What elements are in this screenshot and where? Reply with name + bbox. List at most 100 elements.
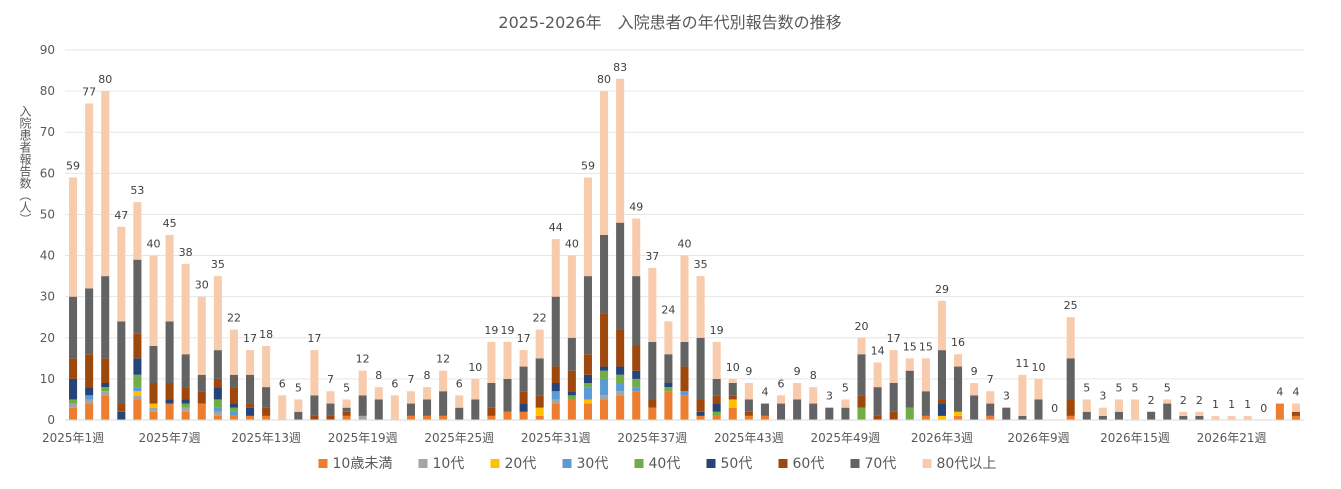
data-label: 0 <box>1051 402 1058 415</box>
bar-segment <box>262 415 271 420</box>
bar-segment <box>632 276 641 346</box>
bar-segment <box>1179 415 1188 420</box>
bar-segment <box>487 383 496 408</box>
bar-segment <box>69 407 78 420</box>
bar-segment <box>246 350 255 375</box>
bar-segment <box>197 403 206 420</box>
data-label: 53 <box>130 184 144 197</box>
bar-segment <box>744 399 753 412</box>
y-tick-label: 50 <box>40 207 55 221</box>
bar-segment <box>213 407 222 412</box>
bar-segment <box>294 399 303 412</box>
bar-segment <box>728 399 737 408</box>
bar-segment <box>551 403 560 420</box>
bar-segment <box>600 235 609 314</box>
data-label: 45 <box>163 217 177 230</box>
legend-label: 80代以上 <box>937 456 997 472</box>
bar-segment <box>616 383 625 392</box>
bar-segment <box>213 387 222 400</box>
bar-segment <box>937 350 946 400</box>
bar-segment <box>986 403 995 416</box>
data-label: 17 <box>243 332 257 345</box>
bar-segment <box>406 415 415 420</box>
bar-segment <box>760 415 769 420</box>
bar-segment <box>294 411 303 420</box>
bar-segment <box>213 411 222 416</box>
bar-segment <box>583 387 592 400</box>
bar-segment <box>1163 399 1172 404</box>
bar-segment <box>648 341 657 400</box>
bar-segment <box>390 395 399 420</box>
bar-segment <box>374 387 383 400</box>
bar-segment <box>310 350 319 396</box>
y-tick-label: 80 <box>40 84 55 98</box>
bar-segment <box>857 337 866 355</box>
bar-segment <box>696 399 705 412</box>
data-label: 9 <box>971 365 978 378</box>
y-tick-label: 60 <box>40 166 55 180</box>
x-tick-label: 2025年19週 <box>328 431 398 445</box>
data-label: 15 <box>919 340 933 353</box>
bar-segment <box>583 383 592 388</box>
data-label: 1 <box>1244 398 1251 411</box>
bar-segment <box>101 387 110 392</box>
bar-segment <box>632 370 641 379</box>
bar-segment <box>229 415 238 420</box>
bar-segment <box>954 415 963 420</box>
bar-segment <box>342 399 351 408</box>
bar-segment <box>1066 358 1075 400</box>
bar-segment <box>101 91 110 277</box>
data-label: 17 <box>517 332 531 345</box>
data-label: 37 <box>645 250 659 263</box>
x-tick-label: 2026年3週 <box>911 431 973 445</box>
bar-segment <box>487 415 496 420</box>
x-tick-label: 2025年49週 <box>811 431 881 445</box>
bar-segment <box>519 391 528 404</box>
bar-segment <box>101 276 110 359</box>
bar-segment <box>567 337 576 371</box>
chart-title: 2025-2026年 入院患者の年代別報告数の推移 <box>498 13 841 32</box>
bar-segment <box>1114 411 1123 420</box>
bar-segment <box>696 411 705 416</box>
data-label: 0 <box>1260 402 1267 415</box>
bar-segment <box>535 407 544 416</box>
bar-segment <box>101 391 110 396</box>
bar-segment <box>197 296 206 375</box>
bars <box>69 78 1300 420</box>
bar-segment <box>696 415 705 420</box>
bar-segment <box>246 374 255 404</box>
y-tick-label: 90 <box>40 43 55 57</box>
bar-segment <box>954 366 963 412</box>
bar-segment <box>889 350 898 383</box>
bar-segment <box>310 415 319 420</box>
bar-segment <box>471 399 480 420</box>
bar-segment <box>777 395 786 404</box>
bar-segment <box>358 370 367 396</box>
bar-segment <box>278 395 287 420</box>
bar-segment <box>664 391 673 420</box>
bar-segment <box>69 399 78 404</box>
data-label: 14 <box>871 344 885 357</box>
bar-segment <box>905 358 914 371</box>
bar-segment <box>970 395 979 420</box>
bar-segment <box>165 321 174 383</box>
bar-segment <box>487 407 496 416</box>
bar-segment <box>133 395 142 400</box>
data-label: 7 <box>987 373 994 386</box>
bar-segment <box>841 407 850 420</box>
bar-segment <box>455 395 464 408</box>
data-label: 38 <box>179 246 193 259</box>
bar-segment <box>213 399 222 408</box>
bar-segment <box>567 370 576 392</box>
bar-segment <box>921 358 930 392</box>
bar-segment <box>583 403 592 420</box>
legend-label: 40代 <box>649 456 681 472</box>
bar-segment <box>1211 415 1220 420</box>
x-tick-label: 2025年37週 <box>617 431 687 445</box>
bar-segment <box>85 403 94 420</box>
legend-swatch <box>706 459 716 468</box>
data-label: 15 <box>903 340 917 353</box>
bar-segment <box>262 387 271 408</box>
data-label: 8 <box>424 369 431 382</box>
